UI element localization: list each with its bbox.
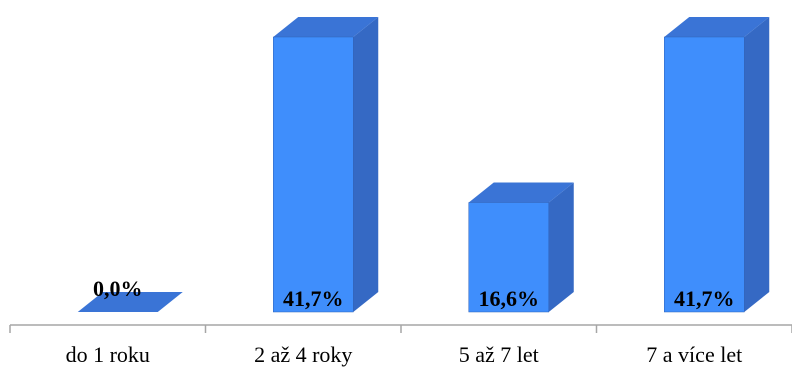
category-label-7-a-v-ce-let: 7 a více let [646,342,742,367]
bar-top-face [468,182,574,203]
x-axis-ticks [9,325,792,333]
data-label: 0,0% [93,276,143,301]
category-label-5-a-7-let: 5 až 7 let [459,342,539,367]
bar-side-face [353,17,379,312]
bar-side-face [548,182,574,312]
bar-4 [664,17,770,313]
bar-top-face [273,17,379,37]
data-label: 41,7% [283,286,344,311]
bar-front-face [468,202,549,313]
data-labels: 0,0% 41,7% 16,6% 41,7% [93,276,735,311]
bar-front-face [273,36,354,313]
category-label-do-1-roku: do 1 roku [66,342,150,367]
bars-group [77,17,770,313]
bar-front-face [664,36,745,313]
bar-top-face [664,17,770,37]
bar-2 [273,17,379,313]
category-label-2-a-4-roky: 2 až 4 roky [254,342,352,367]
bar-side-face [744,17,770,312]
bar-3 [468,182,574,313]
data-label: 16,6% [479,286,540,311]
data-label: 41,7% [674,286,735,311]
bar-top-face [77,292,183,312]
category-labels: do 1 roku 2 až 4 roky 5 až 7 let 7 a více l… [66,342,743,367]
bar-1 [77,292,183,312]
